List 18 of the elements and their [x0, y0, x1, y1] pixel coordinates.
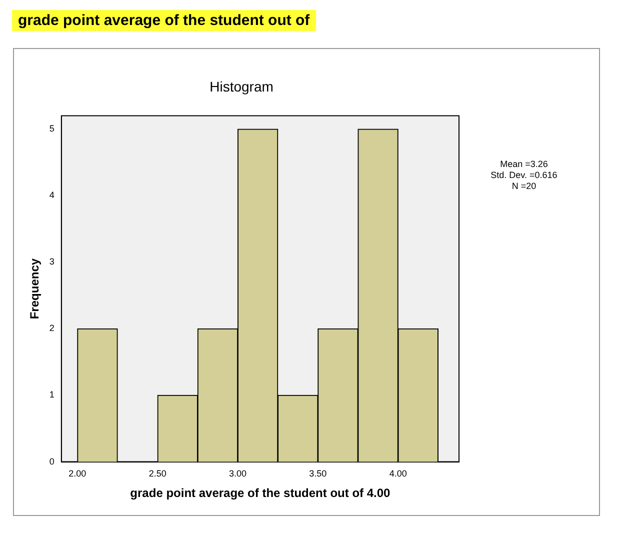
chart-title: Histogram — [210, 78, 274, 94]
y-axis-title: Frequency — [28, 258, 42, 320]
x-tick-label: 4.00 — [389, 468, 407, 479]
x-tick-label: 3.50 — [309, 468, 327, 479]
y-tick-label: 0 — [49, 456, 54, 466]
x-tick-label: 3.00 — [228, 468, 247, 479]
text: Mean =3.26 — [499, 159, 549, 170]
text: N =20 — [510, 181, 538, 192]
text: grade point average of the student out of — [12, 10, 316, 31]
y-tick-label: 5 — [49, 124, 54, 134]
x-axis-title: grade point average of the student out of 4.00 — [130, 486, 391, 500]
y-tick-label: 4 — [49, 190, 54, 200]
text: Std. Dev. =0.616 — [490, 170, 558, 181]
y-tick-label: 1 — [49, 390, 54, 400]
x-tick-label: 2.50 — [148, 468, 166, 479]
y-tick-label: 2 — [49, 323, 54, 334]
x-tick-label: 2.00 — [68, 468, 86, 479]
y-tick-label: 3 — [49, 256, 54, 267]
